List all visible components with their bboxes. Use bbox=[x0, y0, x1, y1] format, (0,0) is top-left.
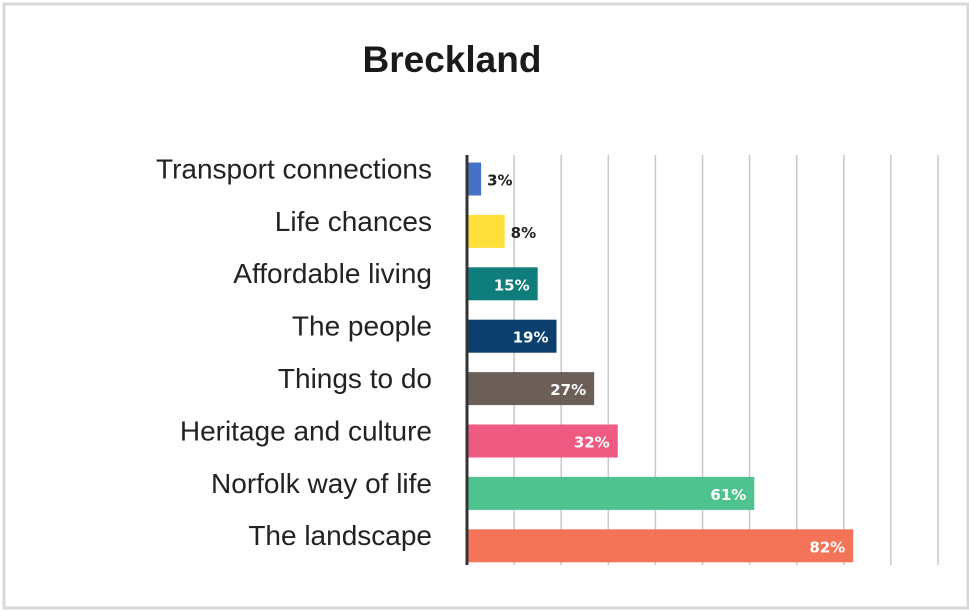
value-label: 15% bbox=[494, 276, 530, 294]
y-tick-label: Affordable living bbox=[233, 258, 432, 289]
y-tick-label: Things to do bbox=[278, 363, 432, 394]
bar bbox=[467, 476, 755, 510]
value-label: 32% bbox=[574, 434, 610, 452]
bar bbox=[467, 372, 595, 406]
bar bbox=[467, 267, 538, 301]
bar bbox=[467, 214, 505, 248]
bar bbox=[467, 529, 854, 563]
value-label: 82% bbox=[809, 538, 845, 556]
value-label: 3% bbox=[487, 172, 512, 190]
y-tick-label: Transport connections bbox=[156, 153, 432, 184]
bar bbox=[467, 162, 482, 196]
chart-title: Breckland bbox=[363, 39, 542, 80]
y-tick-label: Heritage and culture bbox=[180, 415, 432, 446]
value-label: 27% bbox=[550, 381, 586, 399]
value-label: 61% bbox=[710, 486, 746, 504]
value-label: 19% bbox=[513, 329, 549, 347]
y-tick-label: The people bbox=[292, 311, 432, 342]
bar bbox=[467, 319, 557, 353]
bar bbox=[467, 424, 618, 458]
value-label: 8% bbox=[511, 224, 536, 242]
y-tick-label: Life chances bbox=[275, 206, 432, 237]
y-tick-label: Norfolk way of life bbox=[211, 468, 432, 499]
y-tick-label: The landscape bbox=[248, 520, 432, 551]
